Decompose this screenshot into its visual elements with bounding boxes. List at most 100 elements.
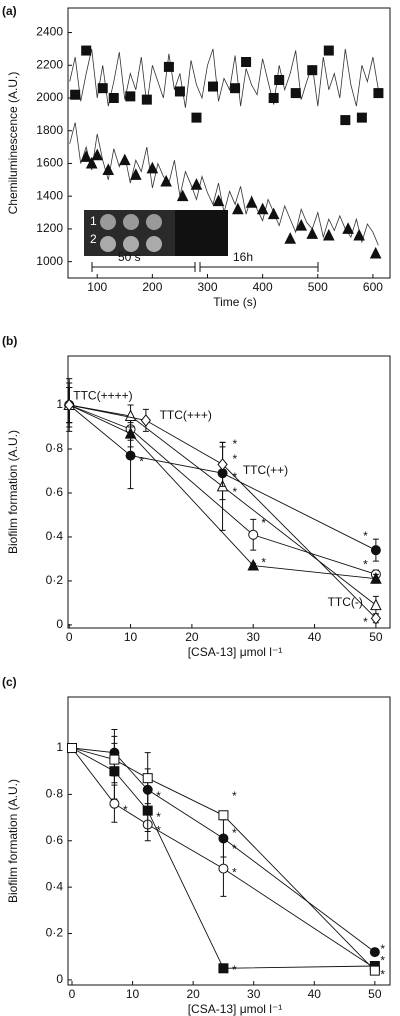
- series-line: [69, 48, 379, 108]
- annotation: *: [232, 485, 237, 499]
- point: [80, 150, 93, 162]
- point: [81, 45, 92, 56]
- y-axis-label: Biofilm formation (A.U.): [6, 779, 20, 903]
- point: [91, 148, 104, 161]
- x-tick-label: 50: [369, 630, 383, 644]
- point: [369, 246, 382, 259]
- point: [118, 153, 131, 166]
- x-tick-label: 50: [368, 987, 382, 1001]
- y-tick-label: 0·8: [46, 441, 64, 455]
- y-tick-label: 1400: [36, 188, 63, 202]
- y-axis-label: Biofilm formation (A.U.): [6, 430, 20, 554]
- point: [109, 754, 120, 765]
- x-tick-label: 600: [363, 280, 383, 294]
- y-tick-label: 0·6: [46, 833, 64, 847]
- y-tick-label: 2000: [36, 90, 63, 104]
- point: [125, 91, 136, 102]
- y-tick-label: 0: [56, 972, 63, 986]
- x-axis-label: [CSA-13] μmol l⁻¹: [188, 645, 283, 659]
- point: [373, 88, 384, 99]
- point: [268, 93, 279, 103]
- point: [160, 174, 172, 187]
- point: [369, 947, 380, 958]
- x-tick-label: 200: [142, 280, 162, 294]
- y-tick-label: 1600: [36, 156, 63, 170]
- series-line: [68, 404, 377, 551]
- y-tick-label: 1200: [36, 221, 63, 235]
- inset-dark: [175, 210, 228, 256]
- point: [322, 228, 335, 241]
- point: [191, 112, 202, 123]
- point: [295, 219, 308, 231]
- inset-label: 50 s: [118, 250, 141, 264]
- point: [306, 227, 319, 239]
- point: [218, 863, 229, 874]
- point: [218, 810, 229, 821]
- annotation: *: [363, 558, 368, 572]
- point: [102, 163, 115, 175]
- point: [190, 178, 203, 190]
- x-tick-label: 500: [308, 280, 328, 294]
- y-tick-label: 0·8: [46, 787, 64, 801]
- x-tick-label: 40: [308, 630, 322, 644]
- annotation: *: [139, 454, 144, 468]
- point: [176, 189, 189, 202]
- point: [256, 202, 269, 215]
- y-tick-label: 2400: [36, 25, 63, 39]
- annotation: *: [232, 452, 237, 466]
- x-tick-label: 0: [69, 987, 76, 1001]
- x-tick-label: 10: [124, 630, 138, 644]
- point: [370, 598, 382, 611]
- y-tick-label: 1800: [36, 123, 63, 137]
- x-tick-label: 20: [186, 987, 200, 1001]
- y-tick-label: 1: [56, 397, 63, 411]
- point: [307, 65, 318, 76]
- point: [232, 202, 244, 215]
- x-tick-label: 30: [247, 630, 261, 644]
- annotation: *: [261, 516, 266, 530]
- y-tick-label: 0·6: [46, 485, 64, 499]
- point: [267, 207, 280, 220]
- x-tick-label: 100: [87, 280, 107, 294]
- point: [284, 232, 297, 244]
- x-tick-label: 0: [66, 630, 73, 644]
- annotation: TTC(++): [243, 463, 288, 477]
- series-line: [69, 404, 377, 619]
- annotation: *: [232, 437, 237, 451]
- point: [64, 398, 75, 412]
- point: [212, 194, 225, 207]
- x-tick-label: 400: [253, 280, 273, 294]
- x-axis-label: [CSA-13] μmol l⁻¹: [188, 1002, 283, 1016]
- annotation: TTC(++++): [73, 388, 132, 402]
- annotation: TTC(+++): [160, 408, 212, 422]
- annotation: *: [261, 556, 266, 570]
- point: [174, 86, 185, 97]
- point: [208, 81, 219, 92]
- plot-frame: [67, 7, 391, 279]
- point: [323, 45, 334, 56]
- panel-label: (c): [2, 675, 17, 689]
- point: [141, 94, 152, 105]
- annotation: *: [380, 942, 385, 956]
- point: [109, 798, 120, 809]
- point: [370, 572, 382, 584]
- point: [340, 115, 351, 126]
- y-tick-label: 0·4: [46, 529, 64, 543]
- inset-label: 2: [90, 232, 97, 246]
- y-tick-label: 1: [56, 740, 63, 754]
- annotation: *: [232, 470, 237, 484]
- series-line: [69, 404, 377, 575]
- point: [218, 963, 229, 974]
- annotation: *: [363, 529, 368, 543]
- point: [163, 61, 174, 72]
- x-tick-label: 40: [308, 987, 322, 1001]
- annotation: TTC(-): [328, 595, 363, 609]
- annotation: *: [232, 963, 237, 977]
- point: [248, 529, 259, 540]
- point: [108, 93, 119, 103]
- x-tick-label: 30: [247, 987, 261, 1001]
- inset: 1 2 50 s 16h: [84, 210, 319, 272]
- inset-label: 1: [90, 214, 97, 228]
- point: [142, 773, 153, 784]
